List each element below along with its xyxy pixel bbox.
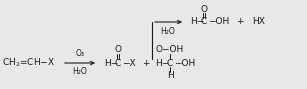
Text: CH$_2$=CH$-$X: CH$_2$=CH$-$X — [2, 57, 56, 69]
Text: −X: −X — [122, 58, 136, 67]
Text: H−: H− — [104, 58, 118, 67]
Text: −OH: −OH — [174, 58, 195, 67]
Text: O−OH: O−OH — [156, 45, 184, 54]
Text: O₃: O₃ — [76, 49, 84, 58]
Text: HX: HX — [252, 18, 265, 27]
Text: −OH: −OH — [208, 18, 229, 27]
Text: H−: H− — [190, 18, 204, 27]
Text: H₂O: H₂O — [161, 27, 175, 36]
Text: +: + — [236, 18, 244, 27]
Text: C: C — [167, 58, 173, 67]
Text: O: O — [200, 5, 208, 14]
Text: O: O — [115, 45, 122, 54]
Text: +: + — [142, 58, 150, 67]
Text: H: H — [167, 71, 173, 80]
Text: C: C — [115, 58, 121, 67]
Text: H₂O: H₂O — [73, 66, 87, 75]
Text: C: C — [201, 18, 207, 27]
Text: H−: H− — [155, 58, 169, 67]
